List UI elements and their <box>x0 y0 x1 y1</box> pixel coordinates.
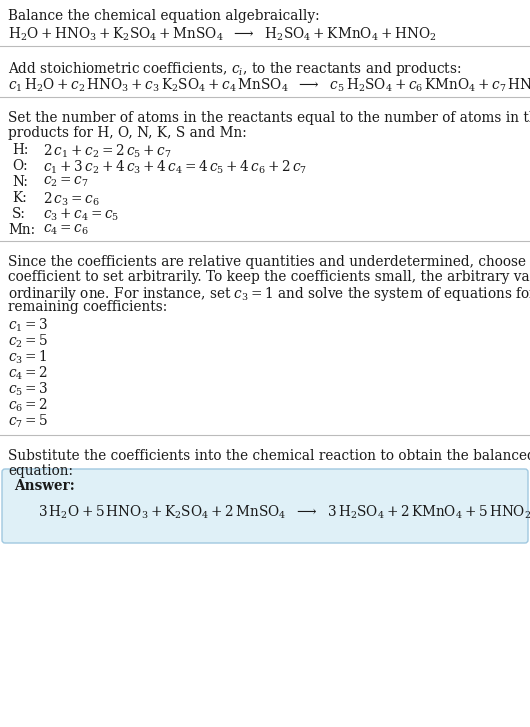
Text: Mn:: Mn: <box>8 223 35 237</box>
Text: equation:: equation: <box>8 464 73 478</box>
Text: $2\,c_1 + c_2 = 2\,c_5 + c_7$: $2\,c_1 + c_2 = 2\,c_5 + c_7$ <box>43 143 172 161</box>
Text: ordinarily one. For instance, set $c_3 = 1$ and solve the system of equations fo: ordinarily one. For instance, set $c_3 =… <box>8 285 530 303</box>
Text: $c_1 + 3\,c_2 + 4\,c_3 + 4\,c_4 = 4\,c_5 + 4\,c_6 + 2\,c_7$: $c_1 + 3\,c_2 + 4\,c_3 + 4\,c_4 = 4\,c_5… <box>43 159 307 177</box>
Text: $c_1 = 3$: $c_1 = 3$ <box>8 317 48 334</box>
Text: Add stoichiometric coefficients, $c_i$, to the reactants and products:: Add stoichiometric coefficients, $c_i$, … <box>8 60 461 78</box>
Text: $c_2 = 5$: $c_2 = 5$ <box>8 333 48 350</box>
Text: Substitute the coefficients into the chemical reaction to obtain the balanced: Substitute the coefficients into the che… <box>8 449 530 463</box>
Text: Since the coefficients are relative quantities and underdetermined, choose a: Since the coefficients are relative quan… <box>8 255 530 269</box>
Text: $c_7 = 5$: $c_7 = 5$ <box>8 413 48 430</box>
Text: $3\,\mathrm{H_2O} + 5\,\mathrm{HNO_3} + \mathrm{K_2SO_4} + 2\,\mathrm{MnSO_4}$  : $3\,\mathrm{H_2O} + 5\,\mathrm{HNO_3} + … <box>38 504 530 521</box>
Text: Answer:: Answer: <box>14 479 75 493</box>
Text: K:: K: <box>12 191 26 205</box>
Text: $2\,c_3 = c_6$: $2\,c_3 = c_6$ <box>43 191 100 209</box>
Text: $c_2 = c_7$: $c_2 = c_7$ <box>43 175 89 190</box>
Text: $c_6 = 2$: $c_6 = 2$ <box>8 397 48 414</box>
Text: Set the number of atoms in the reactants equal to the number of atoms in the: Set the number of atoms in the reactants… <box>8 111 530 125</box>
Text: S:: S: <box>12 207 26 221</box>
Text: $c_3 + c_4 = c_5$: $c_3 + c_4 = c_5$ <box>43 207 119 223</box>
Text: O:: O: <box>12 159 28 173</box>
Text: $c_4 = 2$: $c_4 = 2$ <box>8 365 48 382</box>
Text: N:: N: <box>12 175 28 189</box>
Text: $c_1\,\mathrm{H_2O} + c_2\,\mathrm{HNO_3} + c_3\,\mathrm{K_2SO_4} + c_4\,\mathrm: $c_1\,\mathrm{H_2O} + c_2\,\mathrm{HNO_3… <box>8 77 530 95</box>
Text: H:: H: <box>12 143 29 157</box>
Text: $\mathrm{H_2O + HNO_3 + K_2SO_4 + MnSO_4}$  $\longrightarrow$  $\mathrm{H_2SO_4 : $\mathrm{H_2O + HNO_3 + K_2SO_4 + MnSO_4… <box>8 26 436 44</box>
Text: coefficient to set arbitrarily. To keep the coefficients small, the arbitrary va: coefficient to set arbitrarily. To keep … <box>8 270 530 284</box>
Text: Balance the chemical equation algebraically:: Balance the chemical equation algebraica… <box>8 9 320 23</box>
Text: products for H, O, N, K, S and Mn:: products for H, O, N, K, S and Mn: <box>8 126 247 140</box>
Text: $c_3 = 1$: $c_3 = 1$ <box>8 349 47 366</box>
Text: $c_5 = 3$: $c_5 = 3$ <box>8 381 48 398</box>
Text: remaining coefficients:: remaining coefficients: <box>8 300 167 314</box>
FancyBboxPatch shape <box>2 469 528 543</box>
Text: $c_4 = c_6$: $c_4 = c_6$ <box>43 223 89 238</box>
